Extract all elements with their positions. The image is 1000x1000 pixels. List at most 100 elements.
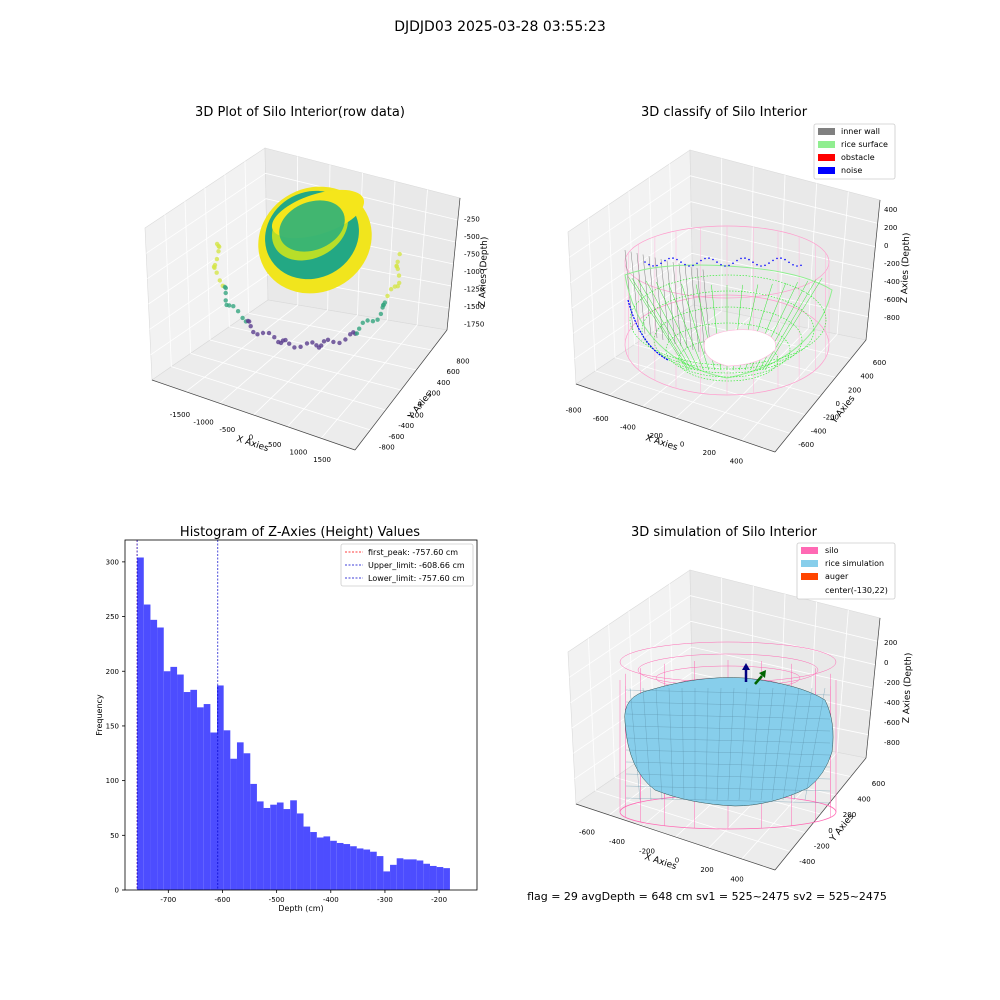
histogram-bar bbox=[183, 692, 191, 890]
noise-point bbox=[652, 265, 654, 267]
rice-simulation-mesh-line bbox=[625, 737, 831, 744]
noise-point bbox=[676, 258, 678, 261]
rice-simulation-mesh-line bbox=[727, 687, 735, 801]
z-axis-line bbox=[865, 199, 881, 341]
tick-label: -800 bbox=[884, 739, 900, 747]
x-axis-line bbox=[575, 803, 776, 871]
histogram-bar bbox=[210, 732, 217, 890]
legend-label-lower-limit: Lower_limit: -757.60 cm bbox=[368, 574, 465, 583]
legend-swatch-rice-surface bbox=[818, 141, 835, 148]
tick-label: -200 bbox=[884, 679, 900, 687]
simulation-plot-z-label: Z Axies (Depth) bbox=[902, 653, 914, 724]
rice-simulation-mesh-line bbox=[793, 687, 813, 801]
raw-point bbox=[382, 300, 388, 305]
raw-point bbox=[266, 330, 272, 336]
simulation-plot-surface bbox=[619, 641, 837, 830]
rice-simulation-mesh-line bbox=[716, 687, 722, 801]
histogram-bar bbox=[429, 865, 437, 890]
rice-simulation-mesh-line bbox=[760, 687, 774, 801]
raw-point bbox=[214, 256, 220, 262]
raw-point bbox=[223, 290, 228, 296]
tick-label: -750 bbox=[464, 251, 480, 259]
raw-point bbox=[310, 340, 315, 345]
z-axis-line bbox=[446, 197, 461, 331]
raw-point bbox=[247, 319, 252, 324]
raw-point bbox=[216, 249, 221, 254]
inner-wall-line bbox=[678, 263, 688, 349]
noise-point bbox=[736, 259, 738, 262]
raw-point bbox=[214, 270, 219, 275]
raw-point bbox=[292, 345, 297, 350]
rice-surface-ring bbox=[653, 306, 803, 374]
rice-simulation-mesh-line bbox=[625, 689, 831, 696]
legend-swatch-inner-wall bbox=[818, 128, 835, 135]
noise-point bbox=[764, 264, 766, 267]
tick-label: -200 bbox=[408, 411, 424, 419]
inner-wall-line bbox=[636, 252, 646, 335]
histogram-bar bbox=[363, 849, 371, 890]
raw-point bbox=[319, 343, 324, 348]
legend-label-auger: auger bbox=[825, 572, 849, 581]
tick-label: 200 bbox=[427, 390, 440, 398]
gridline bbox=[574, 278, 869, 360]
histogram-bar bbox=[217, 685, 224, 890]
histogram-bar bbox=[236, 742, 244, 890]
x-tick-label: -700 bbox=[160, 896, 176, 904]
raw-point bbox=[272, 335, 277, 340]
noise-point bbox=[776, 257, 778, 260]
histogram-bar bbox=[383, 871, 391, 890]
tick-label: -600 bbox=[389, 433, 405, 441]
auger-arrow-head bbox=[759, 670, 766, 678]
legend-label-silo: silo bbox=[825, 546, 839, 555]
simulation-plot-title: 3D simulation of Silo Interior bbox=[631, 525, 818, 540]
tick-label: -600 bbox=[579, 829, 595, 837]
rice-simulation-mesh-line bbox=[749, 687, 761, 801]
tick-label: 400 bbox=[730, 458, 743, 466]
histogram-legend: first_peak: -757.60 cm Upper_limit: -608… bbox=[340, 543, 474, 587]
raw-point bbox=[287, 341, 292, 346]
rice-simulation-mesh-line bbox=[625, 785, 831, 792]
exposed-floor bbox=[703, 329, 777, 367]
legend-label-inner-wall: inner wall bbox=[841, 127, 880, 136]
noise-point bbox=[716, 261, 718, 263]
tick-label: 0 bbox=[828, 827, 832, 835]
simulation-legend: silo rice simulation auger center(-130,2… bbox=[796, 542, 896, 600]
rice-surface-line bbox=[637, 279, 692, 371]
rice-surface-outline bbox=[624, 264, 833, 379]
tick-label: 400 bbox=[437, 379, 450, 387]
histogram-bar bbox=[163, 671, 171, 890]
histogram-bar bbox=[143, 604, 151, 890]
rice-surface-line bbox=[762, 279, 817, 371]
raw-point bbox=[397, 280, 402, 286]
tick-label: 400 bbox=[730, 875, 743, 883]
histogram-bar bbox=[276, 802, 284, 890]
tick-label: 600 bbox=[872, 780, 885, 788]
raw-point bbox=[385, 293, 390, 299]
histogram-bar bbox=[330, 840, 337, 890]
tick-label: -600 bbox=[884, 719, 900, 727]
classify-plot-x-ticks: -800 -600 -400 -200 0 200 400 bbox=[566, 406, 743, 465]
noise-point bbox=[672, 257, 674, 259]
gridline bbox=[741, 333, 838, 441]
raw-point bbox=[283, 337, 288, 343]
rice-surface-line bbox=[764, 277, 823, 371]
tick-label: -400 bbox=[799, 858, 815, 866]
raw-point bbox=[304, 341, 310, 346]
tick-label: 800 bbox=[456, 357, 469, 365]
raw-point bbox=[397, 251, 402, 257]
classify-plot-points bbox=[624, 225, 833, 396]
raw-point bbox=[360, 320, 365, 325]
raw-point bbox=[394, 263, 399, 268]
histogram-y-label: Frequency bbox=[95, 694, 104, 736]
y-axis-line bbox=[354, 329, 448, 451]
y-tick-label: 0 bbox=[115, 887, 119, 895]
y-axis-line bbox=[774, 339, 867, 453]
noise-point bbox=[744, 257, 746, 259]
rice-simulation-mesh-line bbox=[668, 687, 674, 801]
legend-label-rice-simulation: rice simulation bbox=[825, 559, 884, 568]
raw-point bbox=[240, 315, 245, 321]
inner-wall-line bbox=[696, 267, 706, 355]
depth-histogram: Histogram of Z-Axies (Height) Values -70… bbox=[95, 525, 478, 913]
inner-wall-line bbox=[624, 249, 634, 331]
